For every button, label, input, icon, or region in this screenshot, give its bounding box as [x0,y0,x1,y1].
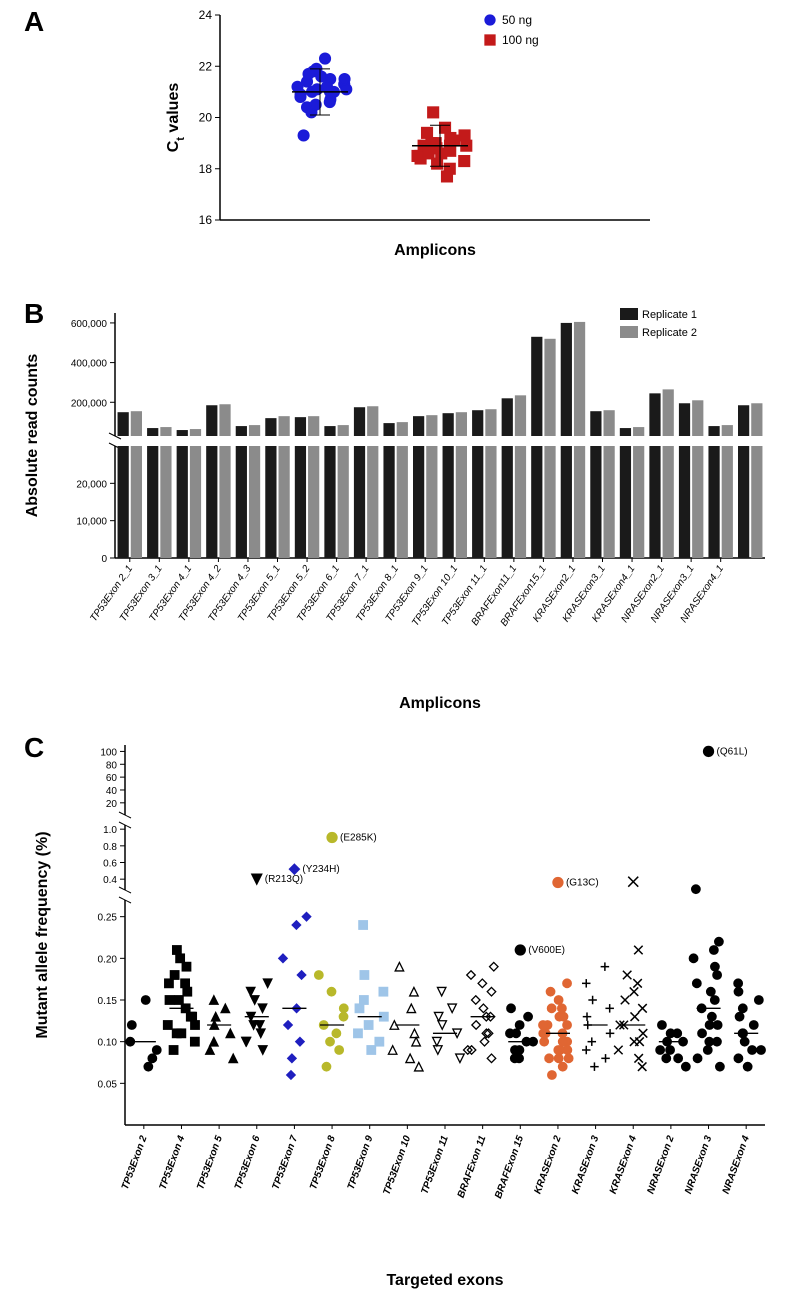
svg-text:Mutant allele frequency (%): Mutant allele frequency (%) [34,831,51,1038]
svg-text:(Q61L): (Q61L) [717,746,748,757]
svg-text:0.10: 0.10 [98,1038,118,1049]
svg-text:18: 18 [199,162,213,176]
svg-text:BRAFExon 15: BRAFExon 15 [493,1134,526,1200]
svg-text:(V600E): (V600E) [528,945,565,956]
svg-text:Replicate 1: Replicate 1 [642,309,697,321]
svg-text:TP53Exon 4: TP53Exon 4 [158,1134,188,1191]
svg-text:(E285K): (E285K) [340,833,377,844]
svg-text:TP53Exon 10: TP53Exon 10 [382,1134,414,1197]
svg-text:TP53Exon 7: TP53Exon 7 [271,1134,301,1191]
svg-text:200,000: 200,000 [71,398,108,409]
svg-text:NRASExon 2: NRASExon 2 [645,1134,676,1196]
svg-text:Targeted exons: Targeted exons [386,1272,503,1289]
panel-a-label: A [24,6,44,38]
svg-text:TP53Exon 2: TP53Exon 2 [120,1134,150,1191]
svg-text:400,000: 400,000 [71,359,108,370]
svg-text:0.25: 0.25 [98,913,118,924]
svg-text:100: 100 [100,747,117,758]
svg-text:NRASExon 4: NRASExon 4 [721,1134,752,1196]
svg-text:KRASExon 4: KRASExon 4 [608,1134,639,1196]
svg-text:KRASExon 2: KRASExon 2 [533,1134,564,1196]
svg-text:TP53Exon 5: TP53Exon 5 [195,1134,225,1191]
panel-c-chart: 0.05 0.10 0.15 0.20 0.25 0.4 0.6 0.8 1.0 20 40 60 80… [20,735,780,1310]
svg-text:16: 16 [199,213,213,227]
svg-text:0.20: 0.20 [98,954,118,965]
svg-text:TP53Exon 6: TP53Exon 6 [233,1134,263,1191]
svg-text:24: 24 [199,8,213,22]
svg-text:0: 0 [101,554,107,565]
svg-text:0.15: 0.15 [98,996,118,1007]
svg-text:KRASExon 3: KRASExon 3 [570,1134,601,1196]
svg-text:Amplicons: Amplicons [394,242,476,259]
svg-text:20: 20 [106,799,118,810]
svg-text:0.4: 0.4 [103,875,117,886]
svg-text:0.05: 0.05 [98,1079,118,1090]
svg-text:22: 22 [199,59,213,73]
svg-text:40: 40 [106,786,118,797]
svg-text:Replicate 2: Replicate 2 [642,327,697,339]
panel-a-chart: 16 18 20 22 24 Amplicons Ct values 50 ng 100 ng [150,0,670,280]
svg-text:Amplicons: Amplicons [399,695,481,712]
svg-text:20,000: 20,000 [76,479,107,490]
svg-text:600,000: 600,000 [71,319,108,330]
svg-text:0.8: 0.8 [103,842,117,853]
svg-text:TP53Exon 8: TP53Exon 8 [308,1134,338,1191]
svg-text:BRAFExon 11: BRAFExon 11 [456,1134,489,1200]
svg-text:(G13C): (G13C) [566,878,599,889]
svg-text:NRASExon 3: NRASExon 3 [683,1134,714,1196]
panel-b-chart: 0 10,000 20,000 200,000 400,000 600,000 Amplic… [20,298,780,728]
svg-text:50 ng: 50 ng [502,13,532,27]
svg-text:Absolute read counts: Absolute read counts [24,354,41,518]
svg-text:1.0: 1.0 [103,825,117,836]
svg-text:TP53Exon 9: TP53Exon 9 [346,1134,376,1191]
svg-text:Ct values: Ct values [165,83,187,153]
svg-text:TP53Exon 11: TP53Exon 11 [419,1134,451,1196]
svg-text:(R213Q): (R213Q) [265,874,303,885]
svg-text:100 ng: 100 ng [502,33,539,47]
svg-text:60: 60 [106,773,118,784]
svg-text:20: 20 [199,111,213,125]
svg-text:10,000: 10,000 [76,517,107,528]
svg-text:0.6: 0.6 [103,859,117,870]
svg-text:80: 80 [106,760,118,771]
svg-text:(Y234H): (Y234H) [302,864,339,875]
